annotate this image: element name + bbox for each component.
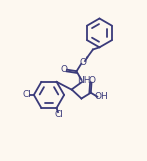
Text: O: O [88,76,95,85]
Text: O: O [79,58,86,67]
Text: NH: NH [77,76,90,85]
Text: OH: OH [95,92,108,101]
Text: O: O [60,65,67,74]
Text: Cl: Cl [54,110,63,119]
Text: Cl: Cl [22,90,31,99]
